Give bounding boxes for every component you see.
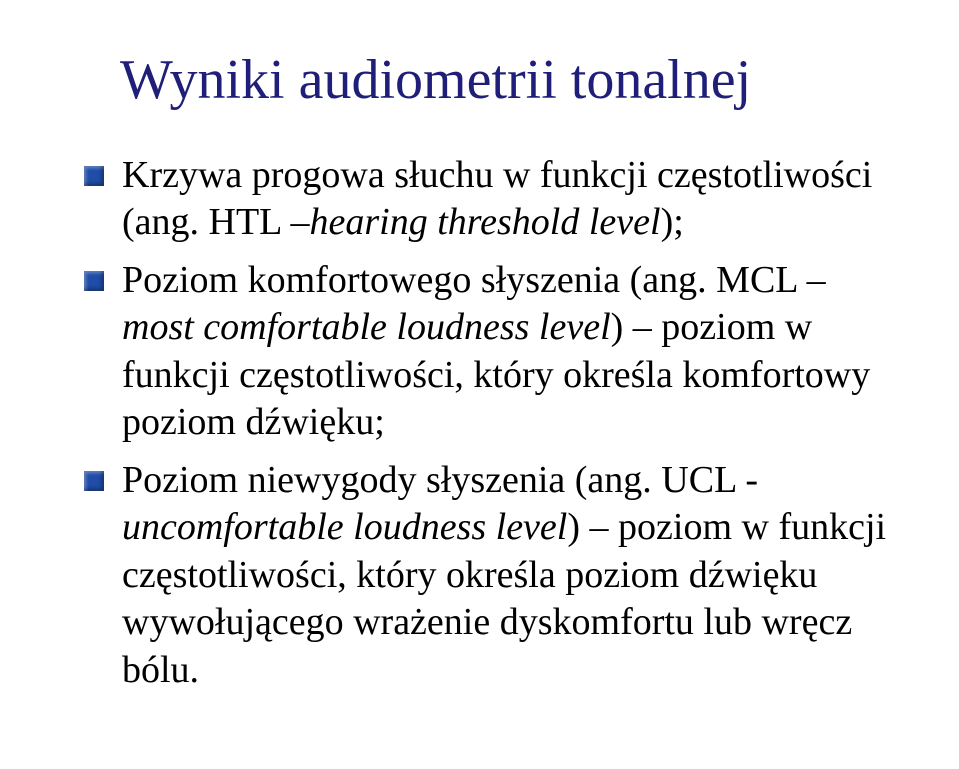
bullet-text-pre: Poziom komfortowego słyszenia (ang. MCL …	[122, 259, 826, 301]
bullet-list: Krzywa progowa słuchu w funkcji częstotl…	[80, 152, 899, 695]
list-item: Poziom niewygody słyszenia (ang. UCL - u…	[80, 457, 899, 695]
bullet-text-post: );	[661, 201, 684, 243]
list-item: Krzywa progowa słuchu w funkcji częstotl…	[80, 152, 899, 247]
slide-title: Wyniki audiometrii tonalnej	[120, 50, 899, 112]
bullet-text-italic: most comfortable loudness level	[122, 306, 611, 348]
bullet-text-pre: Poziom niewygody słyszenia (ang. UCL -	[122, 459, 758, 501]
slide: Wyniki audiometrii tonalnej Krzywa progo…	[0, 0, 959, 769]
list-item: Poziom komfortowego słyszenia (ang. MCL …	[80, 257, 899, 447]
bullet-text-italic: hearing threshold level	[309, 201, 660, 243]
bullet-text-italic: uncomfortable loudness level	[122, 506, 567, 548]
